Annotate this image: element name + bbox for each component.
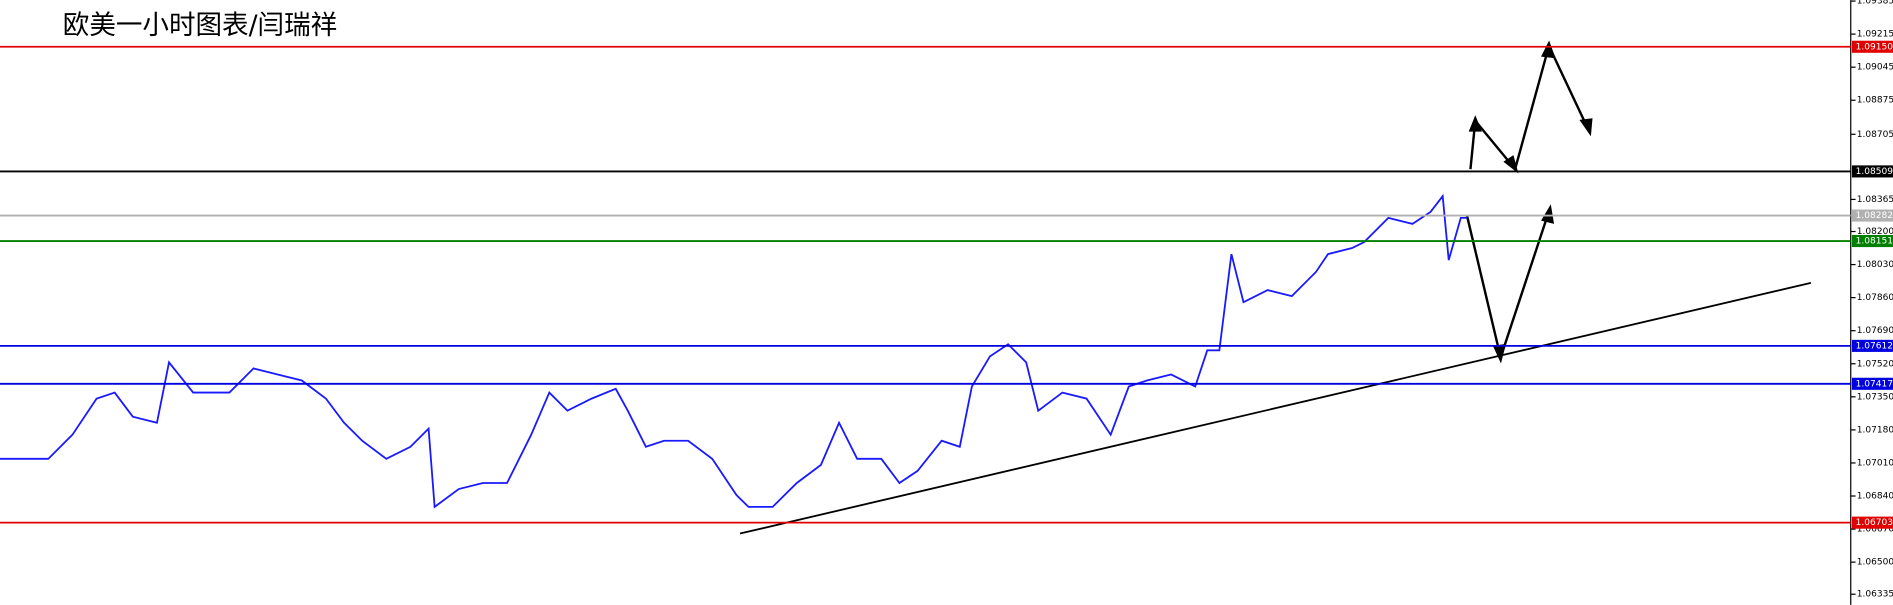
level-label-box [1851, 516, 1893, 529]
y-tick-label: 1.07010 [1857, 458, 1893, 468]
y-tick-label: 1.07520 [1857, 359, 1893, 369]
level-label: 1.08282 [1856, 211, 1893, 221]
y-tick-label: 1.06670 [1857, 525, 1893, 535]
y-tick-label: 1.08875 [1857, 96, 1893, 106]
y-tick-label: 1.09215 [1857, 30, 1893, 40]
y-tick-label: 1.07690 [1857, 326, 1893, 336]
y-tick-label: 1.06500 [1857, 558, 1893, 568]
level-label: 1.07417 [1856, 379, 1893, 389]
level-label-box [1851, 40, 1893, 53]
y-tick-label: 1.09045 [1857, 63, 1893, 73]
arrow-head [1503, 155, 1519, 174]
price-line [0, 193, 1467, 509]
y-tick-label: 1.08200 [1857, 227, 1893, 237]
arrow-path-down [1465, 210, 1551, 362]
arrow-head [1541, 40, 1556, 59]
trend-line [739, 281, 1812, 535]
y-tick-label: 1.08030 [1857, 260, 1893, 270]
y-tick-label: 1.06840 [1857, 492, 1893, 502]
level-label: 1.08509 [1856, 167, 1893, 177]
y-tick-label: 1.08365 [1857, 195, 1893, 205]
y-tick-label: 1.07180 [1857, 425, 1893, 435]
y-tick-label: 1.08705 [1857, 130, 1893, 140]
level-label-box [1851, 377, 1893, 390]
level-label: 1.09150 [1856, 42, 1893, 52]
arrow-head [1579, 118, 1593, 137]
y-tick-label: 1.07350 [1857, 392, 1893, 402]
level-label-box [1851, 339, 1893, 352]
level-label-box [1851, 165, 1893, 178]
level-label: 1.08151 [1856, 237, 1893, 247]
arrow-head [1468, 115, 1482, 132]
arrow-head [1492, 343, 1506, 364]
level-label: 1.06703 [1856, 518, 1893, 528]
y-tick-label: 1.09385 [1857, 0, 1893, 7]
y-tick-label: 1.06335 [1857, 590, 1893, 600]
chart-title: 欧美一小时图表/闫瑞祥 [63, 10, 337, 41]
forecast-arrows [1465, 40, 1593, 364]
arrow-path-up [1469, 42, 1590, 172]
level-label-box [1851, 209, 1893, 222]
y-tick-label: 1.07860 [1857, 293, 1893, 303]
level-label-box [1851, 235, 1893, 248]
level-label: 1.07612 [1856, 341, 1893, 351]
